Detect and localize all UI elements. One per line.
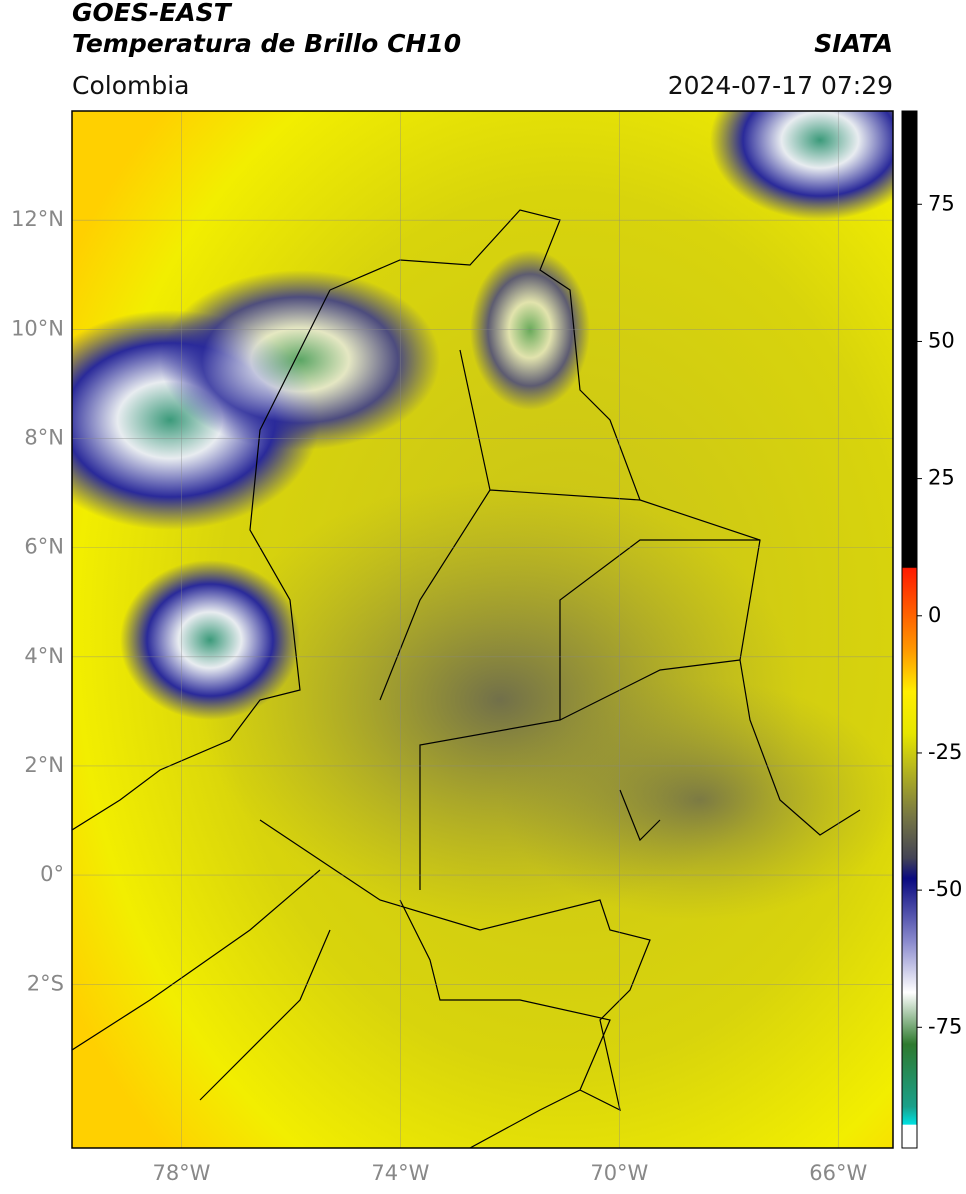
colorbar [901, 110, 918, 1149]
lat-tick-label: 6°N [24, 535, 64, 559]
lon-tick-label: 74°W [371, 1161, 429, 1185]
cloud-area [500, 680, 893, 920]
datetime: 2024-07-17 07:29 [668, 71, 893, 100]
lat-tick-label: 2°S [27, 971, 64, 995]
colorbar-tick-label: -50 [928, 877, 962, 901]
cloud-area [120, 560, 300, 720]
colorbar-tick-label: 75 [928, 191, 955, 215]
colorbar-tick-label: 50 [928, 328, 955, 352]
lon-tick-label: 70°W [590, 1161, 648, 1185]
colorbar-tick-label: 0 [928, 603, 941, 627]
colorbar-tick-label: 25 [928, 466, 955, 490]
lat-tick-label: 8°N [24, 425, 64, 449]
map [72, 111, 893, 1148]
lat-tick-label: 2°N [24, 753, 64, 777]
lon-tick-label: 66°W [809, 1161, 867, 1185]
agency: GOES-EAST [72, 0, 233, 27]
lat-tick-label: 0° [40, 862, 64, 886]
cloud-area [470, 250, 590, 410]
cloud-area [160, 270, 440, 450]
border [259, 349, 760, 1112]
map-frame [71, 110, 894, 1149]
lon-tick-label: 78°W [152, 1161, 210, 1185]
lat-tick-label: 12°N [11, 207, 64, 231]
region: Colombia [72, 71, 189, 100]
colorbar-tick-label: -75 [928, 1014, 962, 1038]
coastline [72, 869, 581, 1148]
cloud-area [710, 111, 893, 220]
lat-tick-label: 4°N [24, 644, 64, 668]
lat-tick-label: 10°N [11, 316, 64, 340]
coastline [72, 209, 861, 836]
source: SIATA [814, 29, 893, 58]
colorbar-tick-label: -25 [928, 740, 962, 764]
product: Temperatura de Brillo CH10 [72, 29, 461, 58]
